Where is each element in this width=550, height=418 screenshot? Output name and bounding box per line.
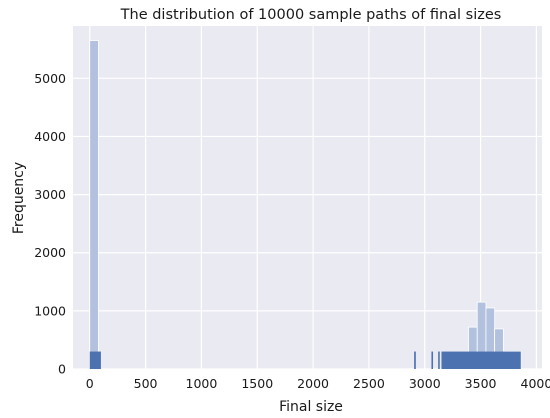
rug-mark xyxy=(438,351,440,369)
x-tick-label: 2000 xyxy=(297,376,329,391)
rug-marks xyxy=(89,351,521,369)
y-tick-label: 4000 xyxy=(34,129,66,144)
rug-mark xyxy=(89,351,101,369)
x-tick-label: 0 xyxy=(86,376,94,391)
rug-mark xyxy=(431,351,434,369)
y-tick-label: 3000 xyxy=(34,187,66,202)
y-axis-label: Frequency xyxy=(11,162,27,234)
x-axis-label: Final size xyxy=(279,399,343,415)
rug-mark xyxy=(414,351,416,369)
grid-lines xyxy=(73,26,542,370)
x-tick-label: 3500 xyxy=(465,376,497,391)
x-tick-label: 500 xyxy=(134,376,158,391)
y-tick-label: 0 xyxy=(58,362,66,377)
x-tick-label: 2500 xyxy=(353,376,385,391)
x-tick-label: 4000 xyxy=(521,376,550,391)
y-tick-label: 5000 xyxy=(34,71,66,86)
y-tick-label: 2000 xyxy=(34,245,66,260)
rug-mark xyxy=(441,351,521,369)
x-tick-label: 1000 xyxy=(186,376,218,391)
y-axis-ticks: 0 1000 2000 3000 4000 5000 xyxy=(34,71,66,377)
x-axis-ticks: 0 500 1000 1500 2000 2500 3000 3500 4000 xyxy=(86,376,550,391)
y-tick-label: 1000 xyxy=(34,303,66,318)
histogram-bar xyxy=(89,40,99,370)
chart-title: The distribution of 10000 sample paths o… xyxy=(120,7,502,23)
x-tick-label: 1500 xyxy=(241,376,273,391)
plot-area xyxy=(73,26,542,369)
x-tick-label: 3000 xyxy=(409,376,441,391)
